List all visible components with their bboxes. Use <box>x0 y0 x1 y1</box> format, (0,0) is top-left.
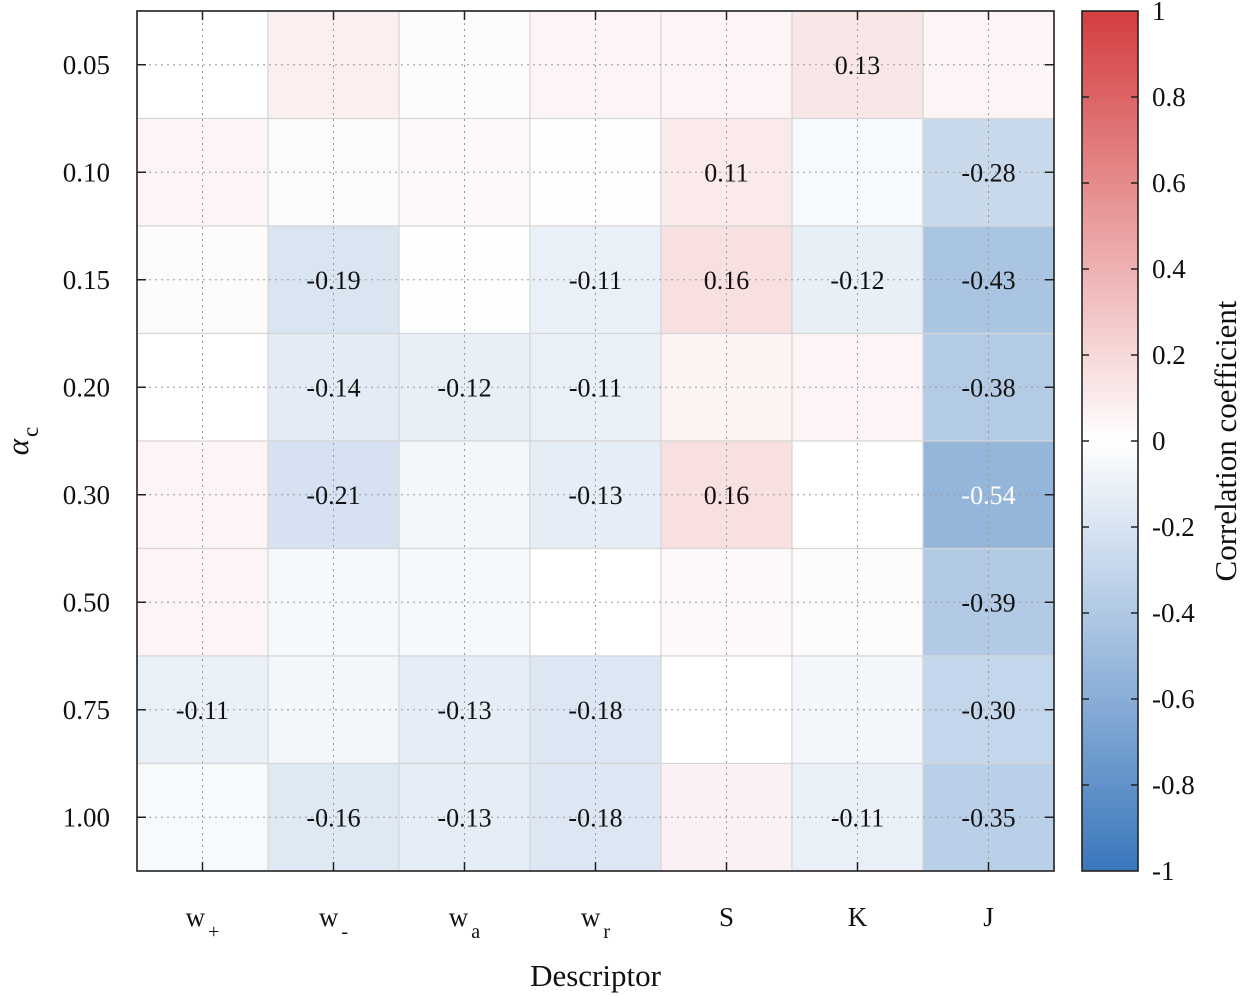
x-tick-label-base: w <box>581 902 601 932</box>
colorbar-tick-label: 1 <box>1152 0 1166 26</box>
x-tick-label-base: w <box>319 902 339 932</box>
cell-value-label: -0.13 <box>437 696 491 725</box>
colorbar-ticks: 1 0.8 0.6 0.4 0.2 0 -0.2 -0.4 -0.6 -0.8 -1 <box>1082 0 1195 886</box>
cell-value-label: -0.19 <box>306 266 360 295</box>
colorbar-tick-label: 0.8 <box>1152 82 1186 112</box>
x-tick-label-base: w <box>186 902 206 932</box>
x-tick-label-base: w <box>449 902 469 932</box>
x-axis-title: Descriptor <box>530 958 662 993</box>
cell-value-label: -0.13 <box>568 481 622 510</box>
colorbar-tick-label: -0.4 <box>1152 598 1195 628</box>
cell-value-label: -0.21 <box>306 481 360 510</box>
x-tick-label-sub: r <box>603 921 610 943</box>
cell-value-label: -0.12 <box>437 373 491 402</box>
colorbar-title: Correlation coefficient <box>1208 300 1243 581</box>
x-tick-label-base: S <box>719 902 734 932</box>
colorbar-tick-label: -1 <box>1152 856 1175 886</box>
colorbar-tick-label: -0.6 <box>1152 684 1195 714</box>
y-tick-label: 0.30 <box>63 480 110 510</box>
x-tick-label: J <box>983 902 994 932</box>
x-tick-label: w- <box>319 902 348 943</box>
cell-value-label: -0.14 <box>306 373 360 402</box>
y-tick-label: 0.15 <box>63 265 110 295</box>
colorbar <box>1081 10 1139 872</box>
cell-value-label: 0.13 <box>835 51 881 80</box>
heatmap-cells <box>136 10 1055 872</box>
cell-value-label: -0.13 <box>437 803 491 832</box>
cell-value-label: -0.43 <box>961 266 1015 295</box>
colorbar-tick-label: -0.8 <box>1152 770 1195 800</box>
y-axis-title-sub: c <box>18 427 43 437</box>
cell-value-label: -0.11 <box>569 373 622 402</box>
y-tick-labels: 0.05 0.10 0.15 0.20 0.30 0.50 0.75 1.00 <box>63 50 110 833</box>
colorbar-tick-label: 0.6 <box>1152 168 1186 198</box>
cell-value-label: -0.11 <box>176 696 229 725</box>
x-tick-label: K <box>848 902 868 932</box>
x-tick-label-sub: - <box>341 921 348 943</box>
y-tick-label: 0.05 <box>63 50 110 80</box>
x-tick-label-sub: a <box>471 921 480 943</box>
y-axis-title-symbol: α <box>0 438 35 455</box>
cell-value-label: -0.35 <box>961 803 1015 832</box>
cell-value-label: -0.11 <box>831 803 884 832</box>
colorbar-tick-label: 0.4 <box>1152 254 1186 284</box>
cell-value-label: -0.18 <box>568 696 622 725</box>
cell-value-label: 0.16 <box>704 266 750 295</box>
cell-value-label: -0.18 <box>568 803 622 832</box>
cell-value-label: 0.16 <box>704 481 750 510</box>
x-tick-labels: w + w - w a w r S K J <box>186 902 994 943</box>
heatmap-cell <box>267 225 400 335</box>
cell-value-label: 0.11 <box>704 158 749 187</box>
x-tick-label: w + <box>186 902 220 943</box>
cell-value-labels: 0.13 0.11 -0.28 -0.19 -0.11 0.16 -0.12 -0.43 -0.… <box>176 51 1016 833</box>
x-tick-label-base: K <box>848 902 868 932</box>
cell-value-label: -0.30 <box>961 696 1015 725</box>
y-tick-label: 0.10 <box>63 157 110 187</box>
colorbar-tick-label: -0.2 <box>1152 512 1195 542</box>
x-tick-label-sub: + <box>208 921 219 943</box>
x-tick-label: S <box>719 902 734 932</box>
y-axis-title: αc <box>0 427 43 456</box>
axis-ticks <box>137 11 1054 871</box>
y-tick-label: 1.00 <box>63 802 110 832</box>
cell-value-label: -0.54 <box>961 481 1015 510</box>
cell-value-label: -0.12 <box>830 266 884 295</box>
cell-value-label: -0.28 <box>961 158 1015 187</box>
cell-value-label: -0.39 <box>961 588 1015 617</box>
colorbar-tick-label: 0 <box>1152 426 1166 456</box>
cell-value-label: -0.38 <box>961 373 1015 402</box>
cell-value-label: -0.11 <box>569 266 622 295</box>
colorbar-tick-label: 0.2 <box>1152 340 1186 370</box>
y-tick-label: 0.20 <box>63 372 110 402</box>
x-tick-label-base: J <box>983 902 994 932</box>
y-tick-label: 0.50 <box>63 587 110 617</box>
cell-value-label: -0.16 <box>306 803 360 832</box>
y-tick-label: 0.75 <box>63 695 110 725</box>
